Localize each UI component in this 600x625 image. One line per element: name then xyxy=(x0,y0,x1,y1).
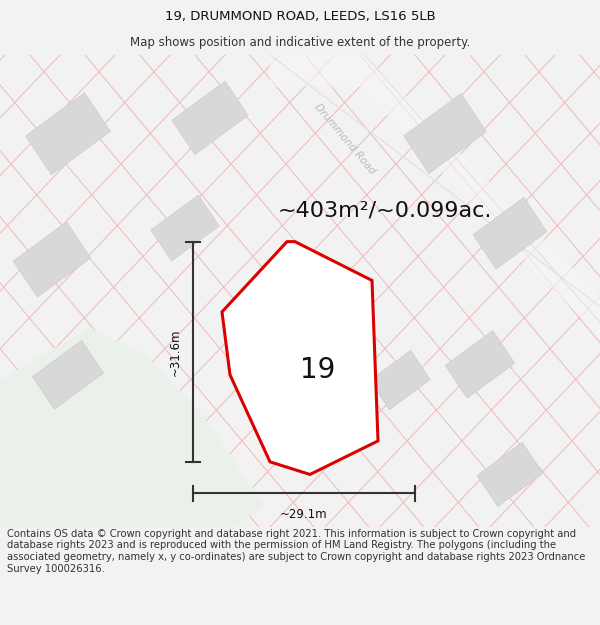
Polygon shape xyxy=(477,442,543,506)
Polygon shape xyxy=(473,198,547,269)
Polygon shape xyxy=(0,328,265,527)
Text: Drummond Road: Drummond Road xyxy=(313,102,377,176)
Polygon shape xyxy=(222,242,378,474)
Polygon shape xyxy=(404,94,486,174)
Polygon shape xyxy=(445,331,515,398)
Polygon shape xyxy=(270,55,600,338)
Polygon shape xyxy=(261,409,319,466)
Polygon shape xyxy=(13,222,91,297)
Text: 19, DRUMMOND ROAD, LEEDS, LS16 5LB: 19, DRUMMOND ROAD, LEEDS, LS16 5LB xyxy=(164,10,436,23)
Polygon shape xyxy=(151,195,219,261)
Text: ~403m²/~0.099ac.: ~403m²/~0.099ac. xyxy=(278,200,492,220)
Polygon shape xyxy=(26,92,110,174)
Polygon shape xyxy=(32,341,103,409)
Text: Contains OS data © Crown copyright and database right 2021. This information is : Contains OS data © Crown copyright and d… xyxy=(7,529,586,574)
Text: Map shows position and indicative extent of the property.: Map shows position and indicative extent… xyxy=(130,36,470,49)
Polygon shape xyxy=(172,81,248,154)
Polygon shape xyxy=(287,274,353,339)
Text: ~29.1m: ~29.1m xyxy=(280,508,328,521)
Text: 19: 19 xyxy=(301,356,335,384)
Polygon shape xyxy=(370,351,430,410)
Text: ~31.6m: ~31.6m xyxy=(169,328,182,376)
